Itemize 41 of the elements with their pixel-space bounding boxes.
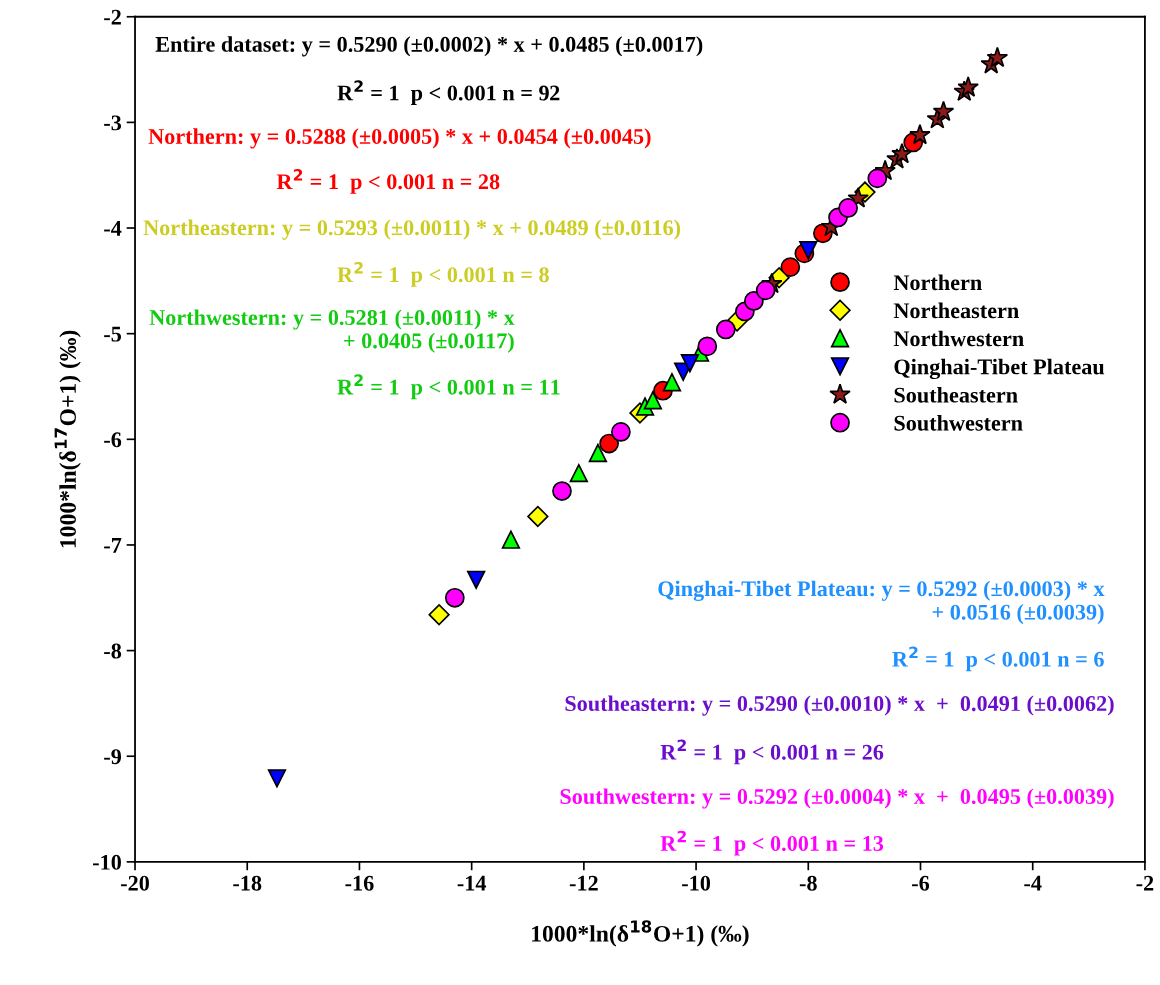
legend-label: Northeastern — [893, 302, 1019, 319]
x-tick-label: -20 — [121, 875, 149, 891]
x-tick-label: -18 — [233, 875, 262, 891]
x-tick-label: -16 — [345, 875, 374, 891]
legend-label: Northwestern — [893, 330, 1024, 347]
y-tick-label: -8 — [104, 643, 122, 659]
x-tick-label: -12 — [569, 875, 598, 891]
y-tick-label: -10 — [93, 854, 121, 870]
x-tick-label: -4 — [1024, 875, 1042, 891]
annotation: Qinghai-Tibet Plateau: y = 0.5292 (±0.0003) * x + 0.0516 (±0.0039) — [658, 580, 1105, 625]
y-tick-label: -4 — [104, 221, 122, 236]
y-tick-label: -3 — [104, 115, 122, 131]
legend-label: Southwestern — [894, 415, 1023, 431]
x-tick-label: -2 — [1136, 875, 1154, 891]
annotation: Northern: y = 0.5288 (±0.0005) * x + 0.0454 (±0.0045) — [148, 128, 651, 149]
x-tick-label: -10 — [682, 875, 711, 891]
y-tick-label: -6 — [104, 432, 122, 448]
annotation: Entire dataset: y = 0.5290 (±0.0002) * x + 0.0485 (±0.0017) — [155, 36, 703, 57]
annotation: R$^{2}$ = 1 p < 0.001 n = 11 — [337, 374, 560, 400]
y-tick-label: -7 — [104, 538, 122, 553]
annotation: R$^{2}$ = 1 p < 0.001 n = 26 — [660, 739, 884, 765]
annotation: R$^{2}$ = 1 p < 0.001 n = 28 — [276, 168, 500, 194]
annotation: Southeastern: y = 0.5290 (±0.0010) * x + 0.0491 (±0.0062) — [565, 695, 1114, 716]
legend-label: Northern — [893, 274, 982, 291]
x-axis-title: 1000*ln(δ$^{18}$O+1) (‰) — [532, 920, 749, 947]
legend-label: Qinghai-Tibet Plateau — [894, 358, 1105, 380]
annotation: Southwestern: y = 0.5292 (±0.0004) * x + 0.0495 (±0.0039) — [560, 788, 1114, 809]
legend-label: Southeastern — [894, 386, 1018, 403]
x-tick-label: -6 — [912, 875, 930, 891]
annotation: R$^{2}$ = 1 p < 0.001 n = 8 — [337, 261, 549, 287]
y-tick-label: -2 — [104, 9, 121, 25]
annotation: R$^{2}$ = 1 p < 0.001 n = 92 — [337, 80, 560, 106]
y-axis-title: 1000*ln(δ$^{17}$O+1) (‰) — [54, 330, 81, 548]
y-tick-label: -9 — [104, 749, 122, 765]
y-tick-label: -5 — [104, 326, 122, 342]
annotation: R$^{2}$ = 1 p < 0.001 n = 13 — [660, 830, 884, 856]
annotation: R$^{2}$ = 1 p < 0.001 n = 6 — [892, 646, 1104, 672]
annotation: Northeastern: y = 0.5293 (±0.0011) * x + 0.0489 (±0.0116) — [143, 219, 681, 240]
x-tick-label: -8 — [799, 875, 817, 891]
x-tick-label: -14 — [457, 875, 487, 891]
annotation: Northwestern: y = 0.5281 (±0.0011) * x + 0.0405 (±0.0117) — [149, 309, 515, 353]
